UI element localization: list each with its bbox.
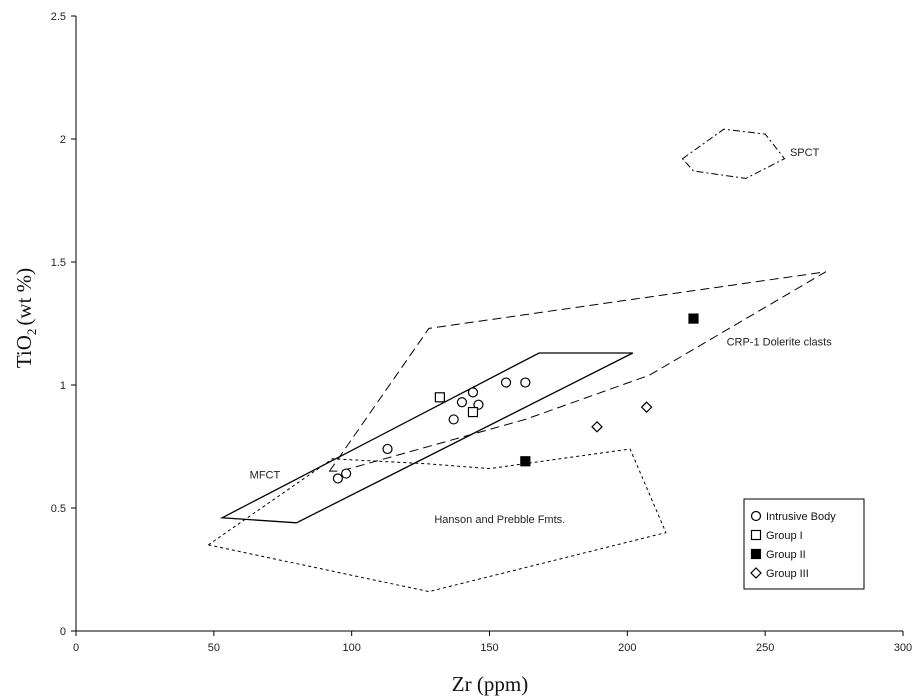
x-tick-label: 300	[894, 642, 912, 654]
point-intrusive-body	[383, 444, 392, 453]
point-intrusive-body	[333, 474, 342, 483]
y-tick-label: 2.5	[51, 11, 66, 23]
y-tick-label: 1.5	[51, 257, 66, 269]
y-tick-label: 2	[60, 134, 66, 146]
x-tick-label: 200	[618, 642, 636, 654]
point-group-i	[435, 393, 444, 402]
point-intrusive-body	[449, 415, 458, 424]
region-spct	[683, 129, 785, 178]
y-tick-label: 0.5	[51, 503, 66, 515]
y-axis-title-main: TiO	[12, 335, 36, 368]
legend-marker-intrusive-body	[752, 512, 761, 521]
region-label-spct: SPCT	[790, 147, 820, 159]
x-axis-title: Zr (ppm)	[452, 672, 528, 696]
region-crp-1-dolerite-clasts	[330, 272, 826, 471]
region-outlines: SPCT CRP-1 Dolerite clasts MFCT Hanson and …	[208, 129, 832, 591]
legend-marker-group-ii	[752, 550, 761, 559]
point-group-ii	[521, 457, 530, 466]
region-mfct	[222, 353, 633, 523]
y-axis-title-sub: 2	[24, 329, 39, 336]
x-tick-label: 0	[73, 642, 79, 654]
point-group-iii	[642, 402, 652, 412]
x-tick-label: 250	[756, 642, 774, 654]
y-tick-label: 1	[60, 380, 66, 392]
legend-label-intrusive-body: Intrusive Body	[766, 511, 836, 523]
point-intrusive-body	[468, 388, 477, 397]
y-tick-label: 0	[60, 626, 66, 638]
point-intrusive-body	[502, 378, 511, 387]
legend-marker-group-i	[752, 531, 761, 540]
y-axis-title: TiO2 (wt %)	[12, 268, 39, 368]
point-group-ii	[689, 314, 698, 323]
y-axis-title-rest: (wt %)	[12, 268, 36, 326]
legend-label-group-iii: Group III	[766, 568, 809, 580]
legend-label-group-i: Group I	[766, 530, 803, 542]
point-intrusive-body	[521, 378, 530, 387]
point-intrusive-body	[457, 398, 466, 407]
region-label-hanson-and-prebble-fmts: Hanson and Prebble Fmts.	[434, 514, 565, 526]
x-tick-label: 150	[480, 642, 498, 654]
legend-label-group-ii: Group II	[766, 549, 806, 561]
x-tick-label: 50	[208, 642, 220, 654]
legend: Intrusive Body Group I Group II Group III	[744, 499, 864, 589]
region-label-mfct: MFCT	[250, 469, 281, 481]
point-intrusive-body	[342, 469, 351, 478]
x-tick-label: 100	[342, 642, 360, 654]
region-label-crp-1-dolerite-clasts: CRP-1 Dolerite clasts	[727, 337, 833, 349]
point-group-iii	[592, 422, 602, 432]
point-group-i	[468, 408, 477, 417]
